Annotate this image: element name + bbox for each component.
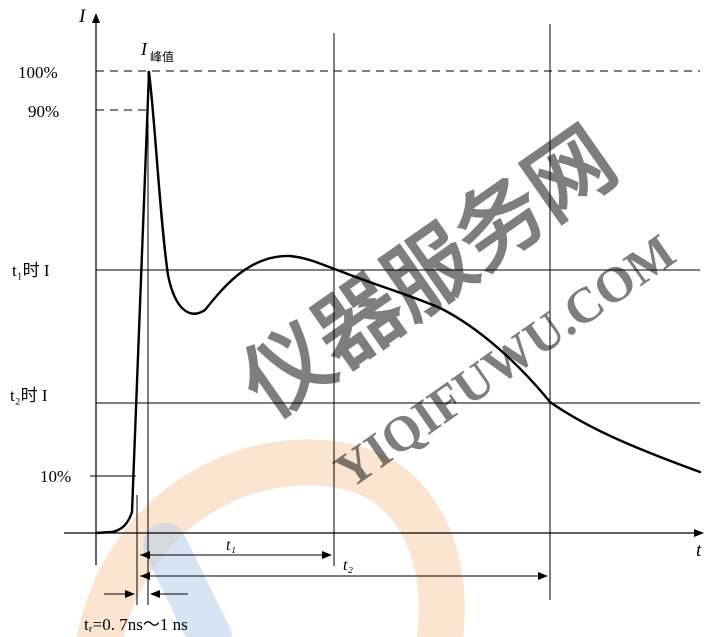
- axes: [64, 13, 704, 565]
- y-level-label-10: 10%: [40, 467, 71, 486]
- y-level-label-90: 90%: [28, 102, 59, 121]
- interval-markers: [104, 551, 548, 598]
- watermark-orange-arc: [77, 439, 465, 637]
- watermark: 仪器服务网 YIQIFUWU.COM: [77, 110, 685, 637]
- peak-label-subscript: 峰值: [150, 49, 174, 64]
- y-level-label-t1: t₁时 I: [12, 261, 50, 280]
- t2-interval-arrow-start: [140, 572, 150, 580]
- peak-label: I: [140, 39, 148, 59]
- t2-interval-label: t₂: [343, 557, 353, 574]
- y-axis-label: I: [78, 6, 87, 27]
- y-level-label-t2: t₂时 I: [10, 386, 48, 405]
- t1-interval-arrow-start: [140, 551, 150, 559]
- x-axis-label: t: [696, 540, 702, 561]
- reference-lines: [90, 24, 700, 605]
- y-level-label-100: 100%: [18, 63, 58, 82]
- labels: I t I 峰值 100% 90% t₁时 I t₂时 I 10% t₁ t₂ …: [10, 6, 702, 634]
- rise-time-label: tᵣ=0. 7ns～1 ns: [84, 615, 188, 634]
- current-waveform-curve: [94, 70, 702, 535]
- watermark-blue-arc: [143, 523, 232, 637]
- t1-interval-label: t₁: [226, 537, 236, 554]
